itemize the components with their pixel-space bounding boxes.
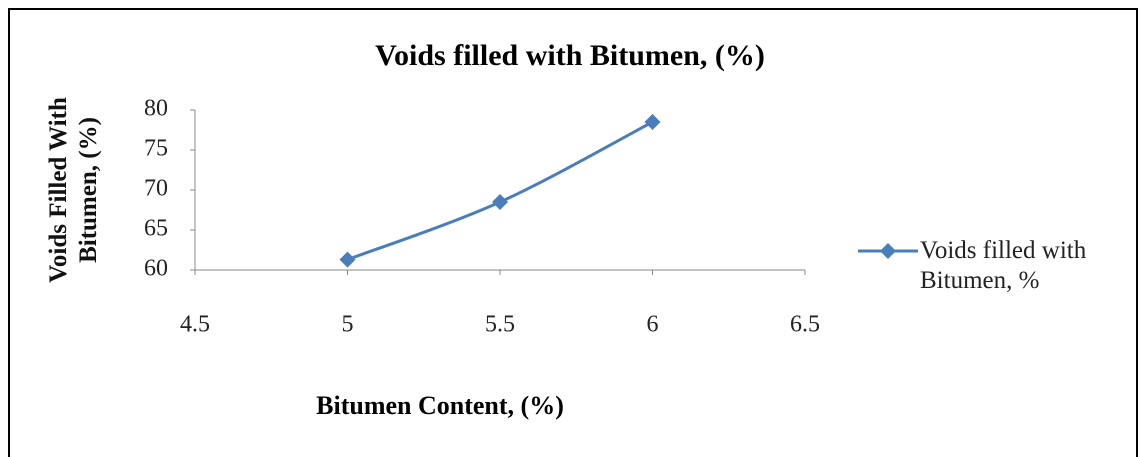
x-tick-label: 5 (342, 312, 354, 338)
x-tick-label: 6 (647, 312, 659, 338)
x-axis-label: Bitumen Content, (%) (316, 391, 564, 420)
y-tick-label: 80 (144, 96, 168, 122)
point (644, 114, 661, 130)
x-tick-label: 6.5 (790, 312, 820, 338)
chart-title: Voids filled with Bitumen, (%) (375, 39, 765, 72)
y-axis-label: Voids Filled With Bitumen, (%) (45, 97, 102, 283)
x-tick-label: 5.5 (485, 312, 515, 338)
point (492, 194, 508, 210)
x-tick-label: 4.5 (180, 312, 210, 338)
series-line (346, 120, 654, 262)
frame (8, 8, 1138, 457)
y-tick-label: 75 (144, 136, 168, 162)
y-tick-label: 60 (144, 256, 168, 282)
y-tick-label: 70 (144, 176, 168, 202)
point (339, 251, 356, 268)
legend-label: Voids filled with Bitumen, % (920, 237, 1087, 294)
y-tick-label: 65 (144, 216, 168, 242)
